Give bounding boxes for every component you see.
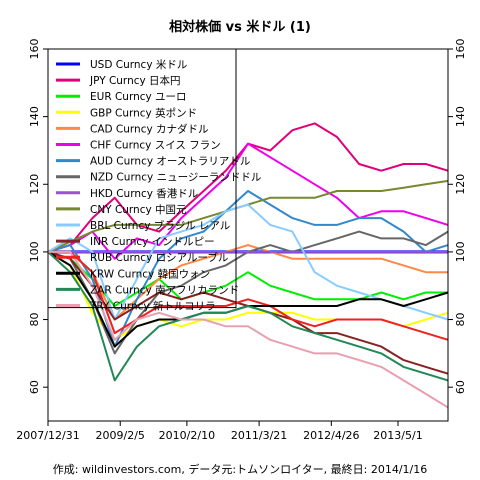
legend-label-2: JPY Curncy 日本円 [89, 74, 181, 87]
legend-label-15: ZAR Curncy 南アフリカランド [90, 283, 239, 296]
y-tick-label-right: 140 [454, 106, 467, 127]
series-line-16 [48, 250, 449, 409]
y-tick-label-right: 120 [454, 174, 467, 195]
chart-footer: 作成: wildinvestors.com, データ元:トムソンロイター, 最終… [53, 462, 427, 476]
legend-label-9: HKD Curncy 香港ドル [90, 188, 198, 200]
y-tick-label-left: 80 [28, 313, 41, 327]
x-tick-label: 2010/2/10 [159, 429, 215, 442]
x-tick-label: 2012/4/26 [303, 429, 359, 442]
legend-label-7: AUD Curncy オーストラリアドル [90, 156, 250, 168]
series-line-15 [47, 251, 449, 382]
legend-label-8: NZD Curncy ニュージーランドドル [90, 172, 261, 184]
series-line-13 [48, 250, 449, 341]
y-tick-label-right: 100 [454, 241, 467, 262]
y-tick-label-left: 160 [28, 39, 41, 60]
y-tick-label-right: 60 [454, 380, 467, 394]
legend-border [47, 48, 237, 309]
y-tick-label-left: 140 [28, 106, 41, 127]
legend-label-10: CNY Curncy 中国元 [90, 203, 187, 216]
legend-label-16: TRY Curncy 新トルコリラ [89, 300, 216, 313]
y-tick-label-left: 100 [28, 241, 41, 262]
y-tick-label-left: 60 [28, 380, 41, 394]
y-tick-label-right: 80 [454, 313, 467, 327]
legend: USD Curncy 米ドル JPY Curncy 日本円 EUR Curncy ユ… [47, 48, 261, 313]
axes-layer: 60 60 80 80 100 100 120 120 140 140 160 160 2007/12/… [16, 39, 467, 443]
series-layer [47, 122, 449, 409]
legend-label-3: EUR Curncy ユーロ [90, 91, 187, 103]
legend-label-14: KRW Curncy 韓国ウォン [90, 268, 210, 280]
legend-label-4: GBP Curncy 英ポンド [90, 106, 197, 119]
series-line-6 [47, 142, 449, 260]
legend-label-13: RUB Curncy ロシアルーブル [90, 251, 228, 264]
y-tick-label-right: 160 [454, 39, 467, 60]
legend-label-5: CAD Curncy カナダドル [90, 122, 209, 135]
legend-label-1: USD Curncy 米ドル [90, 58, 187, 71]
y-tick-label-left: 120 [28, 174, 41, 195]
x-tick-label: 2009/2/5 [96, 429, 145, 442]
x-tick-label: 2011/3/21 [231, 429, 287, 442]
chart-title: 相対株価 vs 米ドル (1) [169, 19, 311, 35]
legend-label-6: CHF Curncy スイス フラン [90, 140, 221, 152]
legend-label-11: BRL Curncy ブラジル レアル [90, 219, 230, 232]
legend-label-12: INR Curncy インドルピー [90, 236, 215, 248]
series-line-3 [47, 250, 448, 307]
x-tick-label: 2007/12/31 [16, 429, 79, 442]
x-tick-label: 2013/5/1 [373, 429, 422, 442]
